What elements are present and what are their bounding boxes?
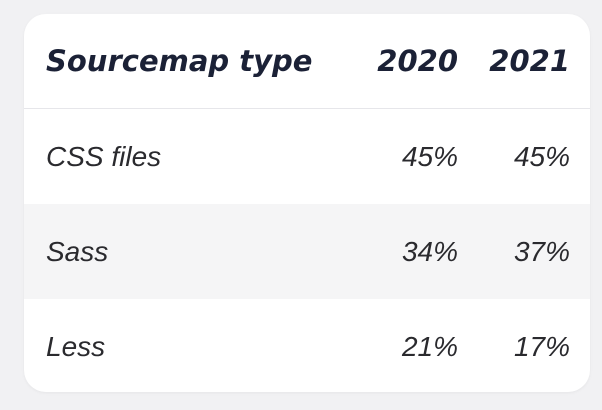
header-row: Sourcemap type 2020 2021 [24,14,590,109]
table-row: Less 21% 17% [24,299,590,392]
header-cell: Sourcemap type [24,14,338,109]
table-body: CSS files 45% 45% Sass 34% 37% Less 21% 17% [24,109,590,393]
table-row: CSS files 45% 45% [24,109,590,205]
value-cell: 37% [458,204,590,299]
header-cell: 2020 [338,14,458,109]
row-label: CSS files [46,140,162,172]
table-card: Sourcemap type 2020 2021 CSS files 45% 45% Sa… [24,14,590,392]
header-cell: 2021 [458,14,590,109]
value-cell: 21% [401,330,458,362]
value-cell: 34% [338,204,458,299]
value-cell: 45% [401,140,458,172]
row-label: Less [46,330,106,362]
data-table: Sourcemap type 2020 2021 CSS files 45% 45% Sa… [24,14,590,392]
row-label: Sass [24,204,338,299]
table-row: Sass 34% 37% [24,204,590,299]
value-cell: 17% [513,330,570,362]
value-cell: 45% [513,140,570,172]
